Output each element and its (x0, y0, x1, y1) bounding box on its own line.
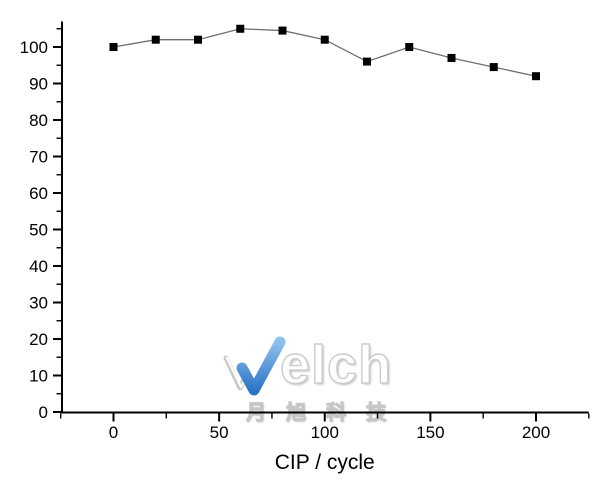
data-point-marker (109, 43, 118, 51)
data-point-marker (278, 26, 287, 35)
x-axis-title: CIP / cycle (275, 451, 375, 474)
data-point-marker (405, 43, 414, 51)
y-tick-label: 100 (20, 38, 48, 57)
y-tick-label: 50 (29, 221, 48, 240)
data-point-marker (320, 35, 329, 44)
welch-wordmark: elch (218, 332, 406, 398)
x-tick-label: 200 (522, 423, 550, 442)
data-point-marker (194, 35, 202, 44)
data-point-marker (363, 57, 371, 66)
y-tick-label: 0 (39, 403, 48, 422)
x-tick-label: 50 (210, 423, 229, 442)
data-point-marker (489, 63, 498, 72)
y-tick-label: 10 (29, 367, 48, 386)
x-tick-label: 150 (416, 423, 444, 442)
y-tick-label: 80 (29, 111, 48, 130)
welch-check-icon (223, 336, 286, 396)
y-tick-label: 40 (29, 257, 48, 276)
data-point-marker (151, 35, 160, 44)
data-point-marker (236, 24, 245, 33)
y-tick-label: 90 (29, 75, 48, 94)
data-point-marker (447, 53, 456, 62)
x-tick-label: 0 (109, 423, 118, 442)
x-tick-label: 100 (311, 423, 339, 442)
data-point-marker (532, 72, 540, 81)
y-tick-label: 30 (29, 294, 48, 313)
y-tick-label: 70 (29, 148, 48, 167)
welch-wordmark-text: elch (279, 335, 393, 395)
y-tick-label: 20 (29, 330, 48, 349)
y-tick-label: 60 (29, 184, 48, 203)
